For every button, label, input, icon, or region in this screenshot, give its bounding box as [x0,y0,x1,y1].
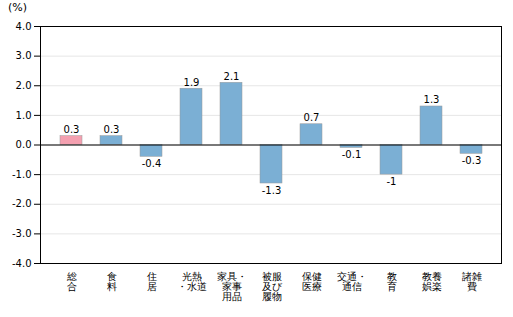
svg-text:-1.3: -1.3 [262,185,282,196]
svg-text:総合: 総合 [66,271,77,292]
svg-text:-0.3: -0.3 [462,155,482,166]
svg-text:諸雑費: 諸雑費 [462,271,482,292]
svg-text:0.7: 0.7 [304,112,320,123]
svg-text:0.3: 0.3 [104,124,120,135]
svg-text:-0.1: -0.1 [342,149,362,160]
svg-text:教育: 教育 [387,271,397,292]
svg-text:交通・通信: 交通・通信 [337,271,367,292]
svg-text:教養娯楽: 教養娯楽 [422,271,442,292]
svg-text:-2.0: -2.0 [12,198,32,209]
svg-text:1.9: 1.9 [184,77,200,88]
svg-text:-3.0: -3.0 [12,228,32,239]
svg-text:2.1: 2.1 [224,71,240,82]
svg-text:住居: 住居 [147,271,157,292]
svg-text:家具・家事用品: 家具・家事用品 [217,271,247,302]
svg-text:-1.0: -1.0 [12,169,32,180]
svg-text:1.3: 1.3 [424,94,440,105]
svg-text:被服及び履物: 被服及び履物 [262,271,283,302]
svg-text:4.0: 4.0 [16,21,32,32]
svg-text:-4.0: -4.0 [12,258,32,269]
svg-text:0.0: 0.0 [16,139,32,150]
svg-text:0.3: 0.3 [64,124,80,135]
svg-text:-0.4: -0.4 [142,158,162,169]
svg-text:1.0: 1.0 [16,110,32,121]
svg-text:食料: 食料 [107,271,117,292]
svg-text:-1: -1 [387,176,397,187]
svg-text:光熱・水道: 光熱・水道 [177,271,207,292]
svg-text:保健医療: 保健医療 [302,271,322,292]
svg-text:2.0: 2.0 [16,80,32,91]
svg-text:3.0: 3.0 [16,50,32,61]
